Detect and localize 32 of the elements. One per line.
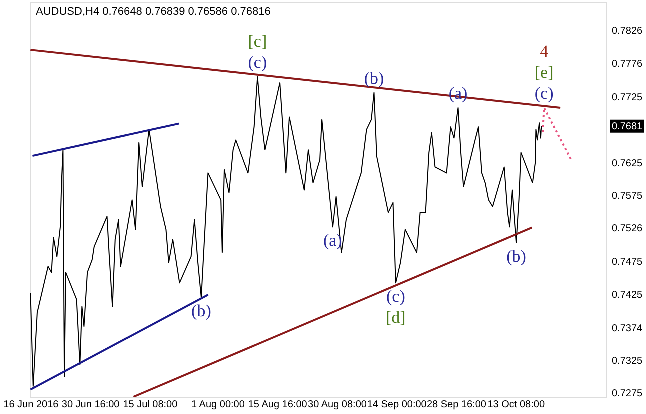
annotation: (b) — [364, 68, 384, 88]
x-tick-label: 16 Jun 2016 — [4, 400, 60, 410]
annotation: (b) — [506, 246, 526, 266]
y-tick-label: 0.7275 — [612, 388, 644, 400]
annotation: [c] — [248, 32, 268, 52]
y-tick-label: 0.7374 — [612, 324, 644, 335]
y-tick-label: 0.7725 — [612, 92, 644, 104]
annotation: (b) — [192, 302, 212, 321]
chart-title: AUDUSD,H4 0.76648 0.76839 0.76586 0.76816 — [36, 6, 271, 18]
annotation: (c) — [386, 287, 406, 306]
x-tick-label: 1 Aug 00:00 — [192, 400, 246, 410]
y-tick-label: 0.7826 — [612, 26, 644, 37]
y-tick-label: 0.7475 — [612, 257, 644, 268]
annotation: (c) — [534, 84, 554, 103]
y-tick-label: 0.7325 — [612, 356, 644, 367]
annotation: 4 — [540, 42, 550, 61]
annotation: (c) — [248, 53, 268, 72]
annotation: [d] — [386, 308, 406, 328]
x-tick-label: 15 Aug 16:00 — [248, 400, 308, 410]
annotation: [e] — [534, 62, 554, 82]
y-tick-label: 0.7425 — [612, 290, 644, 301]
x-tick-label: 14 Sep 00:00 — [367, 400, 428, 410]
text: 0.7681 — [612, 121, 644, 132]
y-tick-label: 0.7776 — [612, 58, 644, 70]
y-tick-label: 0.7625 — [612, 158, 644, 170]
x-tick-label: 13 Oct 08:00 — [488, 400, 546, 410]
x-tick-label: 15 Jul 08:00 — [123, 400, 178, 410]
y-tick-label: 0.7526 — [612, 223, 644, 234]
y-tick-label: 0.7575 — [612, 191, 644, 202]
x-tick-label: 30 Jun 16:00 — [62, 400, 120, 410]
x-tick-label: 28 Sep 16:00 — [426, 400, 487, 410]
x-tick-label: 30 Aug 08:00 — [308, 400, 368, 410]
